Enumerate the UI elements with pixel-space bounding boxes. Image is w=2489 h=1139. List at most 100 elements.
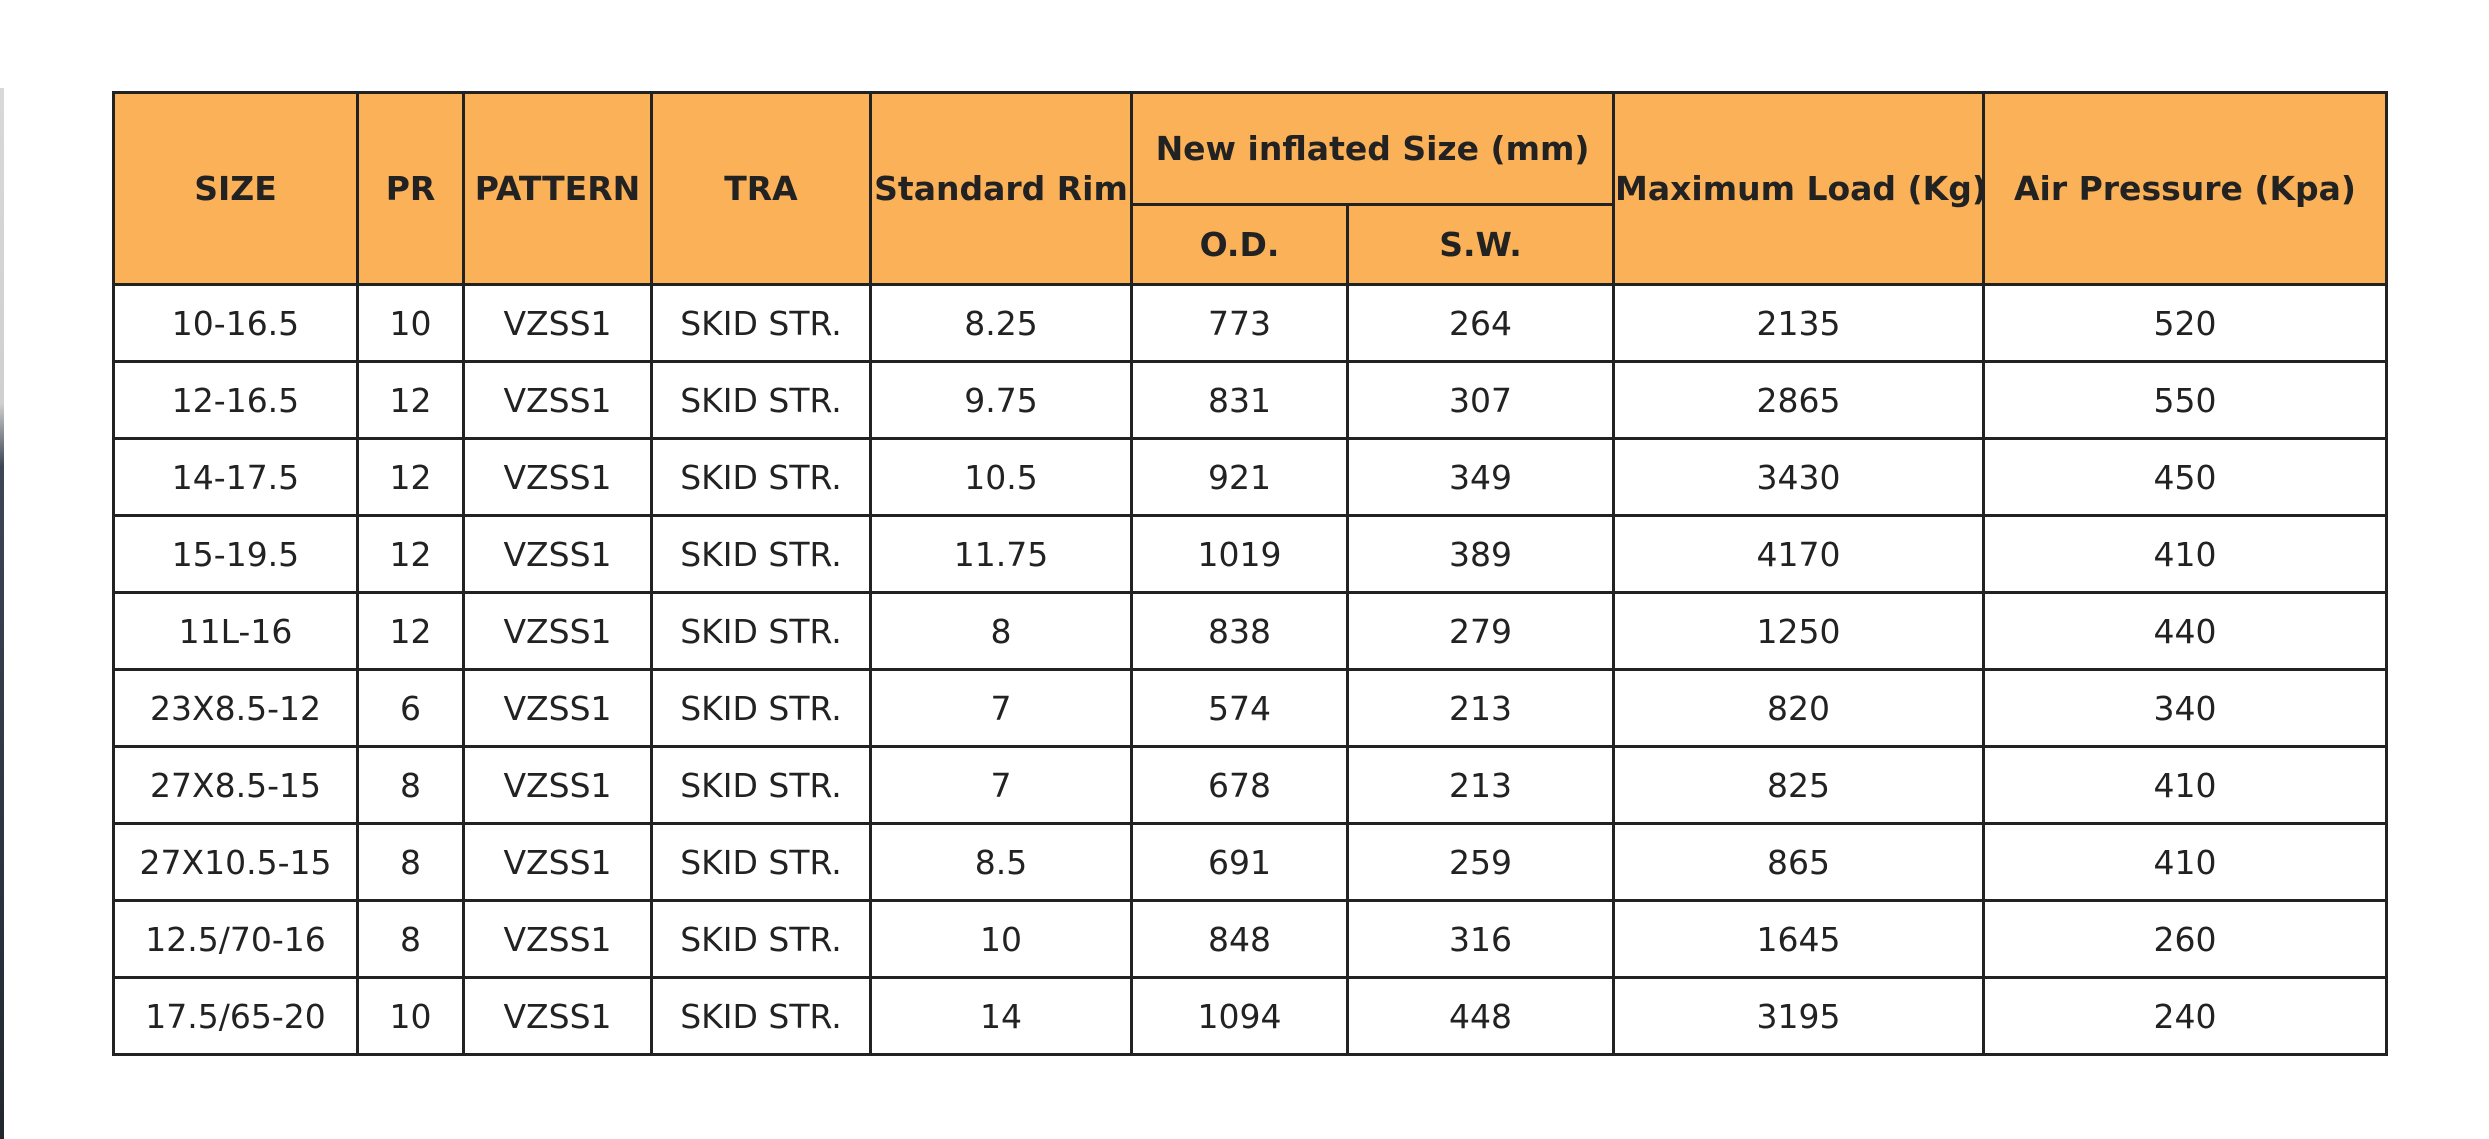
cell-maximum-load: 3195	[1612, 976, 1985, 1056]
cell-pattern: VZSS1	[462, 283, 653, 363]
cell-standard-rim: 11.75	[869, 514, 1133, 594]
cell-size: 14-17.5	[112, 437, 359, 517]
header-pr: PR	[356, 91, 465, 286]
cell-sw: 213	[1346, 745, 1615, 825]
cell-tra: SKID STR.	[650, 437, 872, 517]
header-standard-rim: Standard Rim	[869, 91, 1133, 286]
cell-size: 15-19.5	[112, 514, 359, 594]
header-size: SIZE	[112, 91, 359, 286]
cell-standard-rim: 8.5	[869, 822, 1133, 902]
table-row: 15-19.5 12 VZSS1 SKID STR. 11.75 1019 389 4170 4…	[112, 514, 2388, 594]
cell-standard-rim: 8.25	[869, 283, 1133, 363]
cell-tra: SKID STR.	[650, 976, 872, 1056]
cell-standard-rim: 7	[869, 668, 1133, 748]
cell-pattern: VZSS1	[462, 899, 653, 979]
cell-standard-rim: 9.75	[869, 360, 1133, 440]
cell-pr: 12	[356, 437, 465, 517]
table-row: 12-16.5 12 VZSS1 SKID STR. 9.75 831 307 2865 550	[112, 360, 2388, 440]
cell-pr: 10	[356, 283, 465, 363]
cell-size: 27X10.5-15	[112, 822, 359, 902]
cell-maximum-load: 2865	[1612, 360, 1985, 440]
cell-sw: 389	[1346, 514, 1615, 594]
cell-pr: 12	[356, 591, 465, 671]
cell-od: 691	[1130, 822, 1349, 902]
cell-standard-rim: 10.5	[869, 437, 1133, 517]
header-sw: S.W.	[1346, 203, 1615, 286]
cell-od: 773	[1130, 283, 1349, 363]
cell-od: 831	[1130, 360, 1349, 440]
header-tra: TRA	[650, 91, 872, 286]
cell-standard-rim: 10	[869, 899, 1133, 979]
cell-air-pressure: 240	[1982, 976, 2388, 1056]
header-air-pressure: Air Pressure (Kpa)	[1982, 91, 2388, 286]
table-row: 27X10.5-15 8 VZSS1 SKID STR. 8.5 691 259 865 410	[112, 822, 2388, 902]
cell-tra: SKID STR.	[650, 745, 872, 825]
cell-pattern: VZSS1	[462, 591, 653, 671]
cell-size: 17.5/65-20	[112, 976, 359, 1056]
cell-size: 11L-16	[112, 591, 359, 671]
cell-tra: SKID STR.	[650, 899, 872, 979]
cell-maximum-load: 865	[1612, 822, 1985, 902]
cell-maximum-load: 3430	[1612, 437, 1985, 517]
cell-standard-rim: 14	[869, 976, 1133, 1056]
cell-tra: SKID STR.	[650, 514, 872, 594]
cell-tra: SKID STR.	[650, 360, 872, 440]
cell-size: 23X8.5-12	[112, 668, 359, 748]
cell-maximum-load: 1645	[1612, 899, 1985, 979]
cell-maximum-load: 1250	[1612, 591, 1985, 671]
header-od: O.D.	[1130, 203, 1349, 286]
cell-size: 12.5/70-16	[112, 899, 359, 979]
cell-od: 1019	[1130, 514, 1349, 594]
table-row: 10-16.5 10 VZSS1 SKID STR. 8.25 773 264 2135 520	[112, 283, 2388, 363]
table-row: 14-17.5 12 VZSS1 SKID STR. 10.5 921 349 3430 450	[112, 437, 2388, 517]
cell-od: 848	[1130, 899, 1349, 979]
tire-spec-table: SIZE PR PATTERN TRA Standard Rim New inf…	[112, 91, 2388, 1056]
cell-size: 12-16.5	[112, 360, 359, 440]
left-edge-strip	[0, 88, 4, 1139]
cell-pattern: VZSS1	[462, 976, 653, 1056]
cell-air-pressure: 260	[1982, 899, 2388, 979]
cell-od: 678	[1130, 745, 1349, 825]
cell-pattern: VZSS1	[462, 668, 653, 748]
cell-air-pressure: 450	[1982, 437, 2388, 517]
cell-pr: 12	[356, 360, 465, 440]
table-row: 17.5/65-20 10 VZSS1 SKID STR. 14 1094 448 3195 2…	[112, 976, 2388, 1056]
table-header: SIZE PR PATTERN TRA Standard Rim New inf…	[112, 91, 2388, 286]
cell-od: 838	[1130, 591, 1349, 671]
cell-sw: 213	[1346, 668, 1615, 748]
cell-maximum-load: 2135	[1612, 283, 1985, 363]
cell-air-pressure: 440	[1982, 591, 2388, 671]
cell-pattern: VZSS1	[462, 360, 653, 440]
cell-air-pressure: 410	[1982, 514, 2388, 594]
cell-pattern: VZSS1	[462, 745, 653, 825]
cell-air-pressure: 410	[1982, 745, 2388, 825]
cell-pr: 10	[356, 976, 465, 1056]
cell-sw: 448	[1346, 976, 1615, 1056]
cell-sw: 264	[1346, 283, 1615, 363]
cell-standard-rim: 8	[869, 591, 1133, 671]
cell-sw: 307	[1346, 360, 1615, 440]
cell-sw: 316	[1346, 899, 1615, 979]
cell-pattern: VZSS1	[462, 822, 653, 902]
cell-maximum-load: 825	[1612, 745, 1985, 825]
cell-pattern: VZSS1	[462, 514, 653, 594]
cell-sw: 279	[1346, 591, 1615, 671]
cell-air-pressure: 520	[1982, 283, 2388, 363]
cell-air-pressure: 340	[1982, 668, 2388, 748]
cell-air-pressure: 410	[1982, 822, 2388, 902]
table-body: 10-16.5 10 VZSS1 SKID STR. 8.25 773 264 2135 520…	[112, 283, 2388, 1056]
header-pattern: PATTERN	[462, 91, 653, 286]
table-row: 11L-16 12 VZSS1 SKID STR. 8 838 279 1250 440	[112, 591, 2388, 671]
cell-maximum-load: 820	[1612, 668, 1985, 748]
cell-od: 1094	[1130, 976, 1349, 1056]
cell-pr: 8	[356, 822, 465, 902]
table-row: 12.5/70-16 8 VZSS1 SKID STR. 10 848 316 1645 260	[112, 899, 2388, 979]
cell-maximum-load: 4170	[1612, 514, 1985, 594]
cell-tra: SKID STR.	[650, 591, 872, 671]
cell-sw: 349	[1346, 437, 1615, 517]
header-new-inflated-size: New inflated Size (mm)	[1130, 91, 1615, 206]
cell-pr: 6	[356, 668, 465, 748]
cell-size: 10-16.5	[112, 283, 359, 363]
cell-tra: SKID STR.	[650, 822, 872, 902]
cell-pr: 8	[356, 745, 465, 825]
